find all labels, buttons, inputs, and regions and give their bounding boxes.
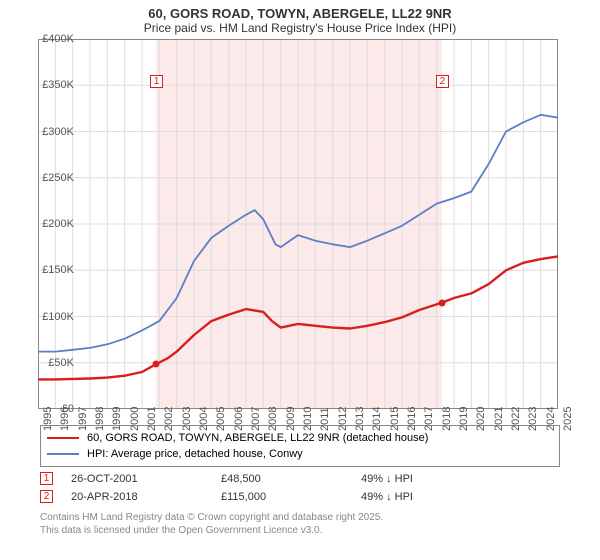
x-tick-label: 2023 bbox=[527, 407, 539, 431]
x-tick-label: 2007 bbox=[250, 407, 262, 431]
line-chart bbox=[38, 39, 558, 409]
x-tick-label: 2002 bbox=[163, 407, 175, 431]
footer-line2: This data is licensed under the Open Gov… bbox=[40, 524, 600, 537]
sale-dot-1 bbox=[153, 361, 160, 368]
x-tick-label: 2009 bbox=[285, 407, 297, 431]
legend-item: HPI: Average price, detached house, Conw… bbox=[47, 446, 553, 462]
x-tick-label: 2025 bbox=[562, 407, 574, 431]
x-tick-label: 1999 bbox=[111, 407, 123, 431]
x-tick-label: 2021 bbox=[493, 407, 505, 431]
x-tick-label: 2013 bbox=[354, 407, 366, 431]
x-tick-label: 2001 bbox=[146, 407, 158, 431]
x-tick-label: 2004 bbox=[198, 407, 210, 431]
y-tick-label: £300K bbox=[42, 126, 74, 138]
footer-attribution: Contains HM Land Registry data © Crown c… bbox=[40, 511, 600, 537]
chart-title: 60, GORS ROAD, TOWYN, ABERGELE, LL22 9NR bbox=[0, 0, 600, 21]
x-tick-label: 2022 bbox=[510, 407, 522, 431]
x-tick-label: 1996 bbox=[59, 407, 71, 431]
y-tick-label: £100K bbox=[42, 311, 74, 323]
sale-price: £48,500 bbox=[221, 473, 361, 485]
y-tick-label: £200K bbox=[42, 218, 74, 230]
x-tick-label: 2018 bbox=[441, 407, 453, 431]
legend: 60, GORS ROAD, TOWYN, ABERGELE, LL22 9NR… bbox=[40, 425, 560, 467]
x-tick-label: 2012 bbox=[337, 407, 349, 431]
x-tick-label: 2006 bbox=[233, 407, 245, 431]
legend-label: HPI: Average price, detached house, Conw… bbox=[87, 448, 303, 460]
legend-label: 60, GORS ROAD, TOWYN, ABERGELE, LL22 9NR… bbox=[87, 432, 428, 444]
sale-marker-2: 2 bbox=[436, 75, 449, 88]
sale-dot-2 bbox=[438, 299, 445, 306]
y-tick-label: £150K bbox=[42, 264, 74, 276]
x-tick-label: 2000 bbox=[129, 407, 141, 431]
sale-price: £115,000 bbox=[221, 491, 361, 503]
x-tick-label: 2024 bbox=[545, 407, 557, 431]
sale-hpi: 49% ↓ HPI bbox=[361, 491, 481, 503]
x-tick-label: 2010 bbox=[302, 407, 314, 431]
y-tick-label: £350K bbox=[42, 79, 74, 91]
x-tick-label: 1997 bbox=[77, 407, 89, 431]
chart-subtitle: Price paid vs. HM Land Registry's House … bbox=[0, 21, 600, 39]
x-tick-label: 1995 bbox=[42, 407, 54, 431]
x-tick-label: 2015 bbox=[389, 407, 401, 431]
chart-plot-area: £0£50K£100K£150K£200K£250K£300K£350K£400… bbox=[38, 39, 598, 419]
legend-swatch bbox=[47, 453, 79, 455]
x-tick-label: 2019 bbox=[458, 407, 470, 431]
sale-marker-1: 1 bbox=[150, 75, 163, 88]
x-tick-label: 2011 bbox=[319, 407, 331, 431]
sale-marker-icon: 1 bbox=[40, 472, 53, 485]
x-tick-label: 2017 bbox=[423, 407, 435, 431]
sale-marker-icon: 2 bbox=[40, 490, 53, 503]
y-tick-label: £250K bbox=[42, 172, 74, 184]
y-tick-label: £400K bbox=[42, 33, 74, 45]
y-tick-label: £50K bbox=[48, 357, 74, 369]
sale-row: 2 20-APR-2018£115,00049% ↓ HPI bbox=[40, 490, 600, 503]
footer-line1: Contains HM Land Registry data © Crown c… bbox=[40, 511, 600, 524]
x-tick-label: 2020 bbox=[475, 407, 487, 431]
x-tick-label: 2014 bbox=[371, 407, 383, 431]
x-tick-label: 1998 bbox=[94, 407, 106, 431]
x-tick-label: 2008 bbox=[267, 407, 279, 431]
x-tick-label: 2005 bbox=[215, 407, 227, 431]
sale-date: 26-OCT-2001 bbox=[71, 473, 221, 485]
x-tick-label: 2003 bbox=[181, 407, 193, 431]
legend-item: 60, GORS ROAD, TOWYN, ABERGELE, LL22 9NR… bbox=[47, 430, 553, 446]
sale-date: 20-APR-2018 bbox=[71, 491, 221, 503]
x-tick-label: 2016 bbox=[406, 407, 418, 431]
sale-row: 1 26-OCT-2001£48,50049% ↓ HPI bbox=[40, 472, 600, 485]
sale-hpi: 49% ↓ HPI bbox=[361, 473, 481, 485]
legend-swatch bbox=[47, 437, 79, 440]
